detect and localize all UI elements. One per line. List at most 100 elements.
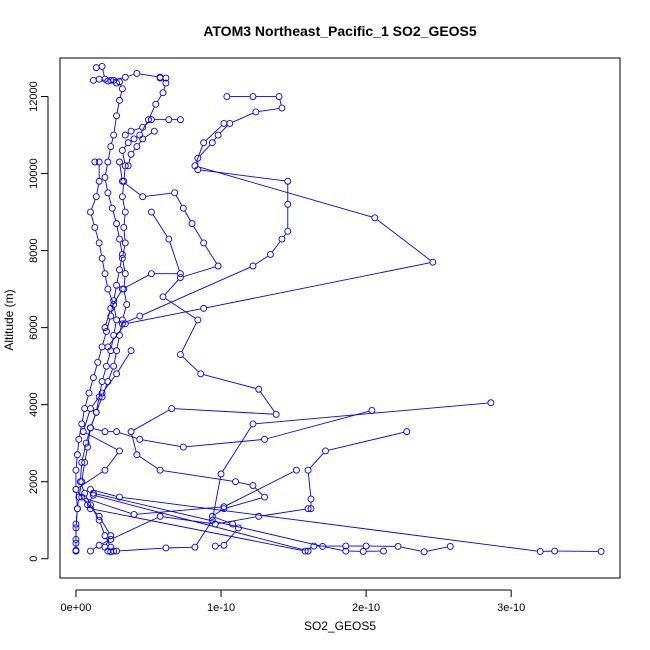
series-segment [77,442,80,452]
data-point [121,208,129,216]
data-point [75,435,83,443]
series-segment [87,430,91,444]
data-point [113,281,121,289]
series-segment [102,369,106,379]
series-segment [122,261,126,271]
series-segment [258,108,279,112]
data-point [307,505,315,513]
data-point [211,542,219,550]
data-point [78,420,86,428]
data-point [446,542,454,550]
series-segment [163,85,166,90]
data-point [380,547,387,555]
series-segment [123,168,126,179]
data-point [200,304,208,312]
data-point [87,405,94,412]
series [101,208,184,332]
data-point [121,270,129,278]
series-segment [169,241,180,271]
series-segment [116,272,120,283]
series-segment [105,180,108,190]
data-point [176,116,184,124]
data-point [536,547,544,555]
series-segment [110,81,114,83]
series-segment [96,399,102,410]
data-point [124,139,132,147]
series-segment [123,276,126,286]
data-point [162,79,170,87]
series [156,74,170,82]
series-segment [108,195,112,206]
data-point [362,542,370,550]
series-segment [133,127,140,131]
data-point [284,227,292,235]
x-tick-label: 0e+00 [61,602,92,614]
series-segment [80,465,82,479]
series-segment [128,157,131,163]
series-segment [119,91,123,98]
series-segment [122,199,126,210]
data-point [284,200,292,208]
x-tick-label: 2e-10 [352,602,380,614]
data-point [191,543,199,551]
y-tick-label: 6000 [28,315,40,339]
series [72,63,126,555]
series-segment [183,266,216,278]
series-segment [102,69,105,77]
series-segment [102,334,106,344]
series-segment [119,242,123,252]
data-point [113,112,121,120]
series [89,75,121,87]
data-point [139,123,147,131]
series-segment [96,493,320,547]
series-segment [119,257,123,267]
series-segment [254,487,263,496]
data-point [194,316,202,324]
y-tick-label: 0 [28,556,40,562]
series-segment [119,165,123,179]
data-point [92,193,100,201]
data-point [139,135,147,143]
data-point [249,262,257,270]
data-point [342,547,350,555]
data-point [123,301,131,308]
data-point [304,547,312,555]
data-point [101,173,109,181]
data-point [116,96,123,104]
data-point [136,435,144,443]
data-point [87,208,94,216]
series [89,489,387,555]
data-point [95,158,103,166]
series-segment [164,279,179,295]
data-point [220,541,228,549]
series-segment [169,546,192,549]
data-point [101,466,109,474]
series [72,158,121,555]
data-point [98,389,106,397]
data-point [101,543,109,551]
data-point [220,503,228,511]
series-segment [116,338,120,348]
series-segment [196,522,211,545]
data-point [113,316,121,324]
series [104,120,437,351]
data-point [73,505,81,513]
data-point [152,100,160,108]
series-segment [77,500,79,506]
data-point [319,542,327,550]
series-segment [96,400,100,410]
data-point [78,478,86,486]
data-point [214,262,222,270]
data-point [95,512,103,520]
data-point [104,158,112,166]
series-segment [182,356,199,372]
data-point [261,493,269,501]
data-point [232,478,239,486]
series-segment [123,292,127,302]
series-segment [427,546,448,552]
data-point [368,406,376,414]
data-point [107,312,115,320]
data-point [95,177,103,185]
data-point [110,331,118,339]
series-segment [113,322,117,333]
